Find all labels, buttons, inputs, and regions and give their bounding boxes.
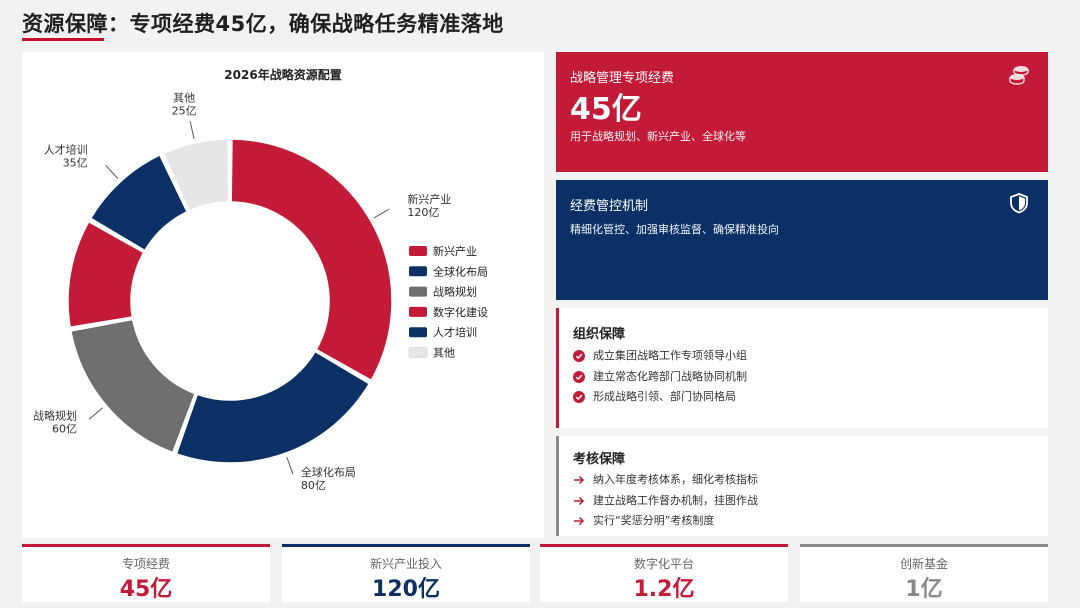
eval-item-text: 实行“奖惩分明”考核制度	[593, 514, 715, 527]
coins-icon	[1009, 66, 1029, 85]
kpi-value: 120亿	[372, 577, 440, 602]
legend-swatch	[409, 246, 427, 256]
org-guarantee-card: 组织保障 成立集团战略工作专项领导小组 建立常态化跨部门战略协同机制 形成战略引…	[556, 308, 1048, 428]
donut-chart: 2026年战略资源配置新兴产业120亿全球化布局80亿战略规划60亿人才培训35…	[33, 67, 488, 492]
slice-label-value: 120亿	[407, 206, 439, 219]
legend-swatch	[409, 266, 427, 277]
kpi-accent-bar	[800, 544, 1048, 547]
chart-title: 2026年战略资源配置	[224, 67, 341, 82]
kpi-card-emerging: 新兴产业投入 120亿	[282, 544, 530, 602]
funding-value: 45亿	[570, 92, 642, 127]
check-circle-icon	[573, 391, 585, 404]
donut-slice	[230, 138, 393, 382]
control-label: 经费管控机制	[570, 199, 649, 214]
funding-label: 战略管理专项经费	[570, 71, 675, 86]
kpi-label: 创新基金	[899, 557, 948, 571]
label-leader-line	[88, 407, 104, 420]
donut-slice	[162, 138, 230, 212]
legend-swatch	[409, 286, 427, 297]
check-circle-icon	[573, 370, 585, 383]
list-item: 建立常态化跨部门战略协同机制	[573, 367, 747, 388]
legend-label: 人才培训	[433, 325, 477, 339]
kpi-label: 新兴产业投入	[369, 557, 442, 571]
legend-label: 其他	[433, 347, 455, 360]
donut-slice	[67, 220, 145, 329]
slice-label-name: 新兴产业	[407, 192, 451, 206]
check-circle-icon	[573, 350, 585, 363]
donut-slice	[89, 154, 189, 252]
funding-panel: 战略管理专项经费 45亿 用于战略规划、新兴产业、全球化等	[556, 52, 1048, 172]
chart-card: 2026年战略资源配置 新兴产业 120亿 全球化布局 80亿 战略规划 60亿 人才培训 35…	[22, 52, 544, 538]
legend-label: 全球化布局	[433, 264, 488, 278]
label-leader-line	[286, 456, 294, 475]
org-item-text: 形成战略引领、部门协同格局	[593, 390, 736, 403]
org-list: 成立集团战略工作专项领导小组 建立常态化跨部门战略协同机制 形成战略引领、部门协…	[573, 346, 747, 408]
legend-label: 数字化建设	[433, 305, 488, 319]
list-item: 纳入年度考核体系，细化考核指标	[573, 470, 758, 491]
legend-swatch	[408, 347, 428, 358]
eval-list: 纳入年度考核体系，细化考核指标 建立战略工作督办机制，挂图作战 实行“奖惩分明”…	[573, 470, 758, 532]
funding-desc: 用于战略规划、新兴产业、全球化等	[570, 130, 746, 143]
label-leader-line	[373, 208, 390, 219]
list-item: 建立战略工作督办机制，挂图作战	[573, 491, 758, 512]
slice-label-name: 人才培训	[44, 142, 88, 156]
legend-label: 新兴产业	[433, 244, 477, 258]
slice-label-value: 60亿	[52, 422, 77, 435]
slice-label-name: 其他	[173, 91, 195, 104]
title-underline	[22, 38, 104, 41]
slice-label-value: 25亿	[172, 104, 197, 117]
org-item-text: 建立常态化跨部门战略协同机制	[593, 369, 747, 383]
kpi-card-innovation: 创新基金 1亿	[800, 544, 1048, 602]
kpi-label: 专项经费	[121, 557, 170, 571]
kpi-value: 45亿	[119, 577, 173, 602]
control-desc: 精细化管控、加强审核监督、确保精准投向	[570, 223, 779, 236]
org-title: 组织保障	[573, 327, 626, 342]
legend-swatch	[409, 306, 427, 317]
page-title: 资源保障：专项经费45亿，确保战略任务精准落地	[22, 12, 504, 36]
kpi-accent-bar	[282, 544, 530, 547]
eval-guarantee-card: 考核保障 纳入年度考核体系，细化考核指标 建立战略工作督办机制，挂图作战 实行“…	[556, 436, 1048, 536]
slice-label-name: 战略规划	[33, 408, 77, 422]
kpi-value: 1.2亿	[633, 577, 695, 602]
label-leader-line	[105, 165, 119, 179]
legend-label: 战略规划	[433, 285, 477, 299]
slice-label-value: 35亿	[63, 156, 88, 169]
shield-icon	[1010, 193, 1028, 214]
eval-item-text: 建立战略工作督办机制，挂图作战	[593, 493, 758, 507]
slice-label-name: 全球化布局	[301, 465, 356, 479]
eval-title: 考核保障	[573, 452, 626, 467]
control-panel: 经费管控机制 精细化管控、加强审核监督、确保精准投向	[556, 180, 1048, 300]
legend-swatch	[409, 327, 427, 338]
kpi-label: 数字化平台	[633, 557, 694, 571]
kpi-accent-bar	[22, 544, 270, 547]
kpi-value: 1亿	[905, 577, 943, 602]
kpi-card-funding: 专项经费 45亿	[22, 544, 270, 602]
donut-slice	[69, 318, 196, 454]
slice-label-value: 80亿	[301, 479, 326, 492]
org-item-text: 成立集团战略工作专项领导小组	[593, 349, 747, 362]
kpi-card-digital: 数字化平台 1.2亿	[540, 544, 788, 602]
donut-slice	[175, 350, 371, 464]
arrow-right-icon	[574, 476, 585, 485]
kpi-accent-bar	[540, 544, 788, 547]
label-leader-line	[189, 121, 195, 140]
arrow-right-icon	[574, 517, 585, 526]
list-item: 成立集团战略工作专项领导小组	[573, 346, 747, 367]
arrow-right-icon	[574, 496, 585, 505]
eval-item-text: 纳入年度考核体系，细化考核指标	[593, 473, 758, 486]
list-item: 实行“奖惩分明”考核制度	[573, 511, 758, 532]
list-item: 形成战略引领、部门协同格局	[573, 387, 747, 408]
